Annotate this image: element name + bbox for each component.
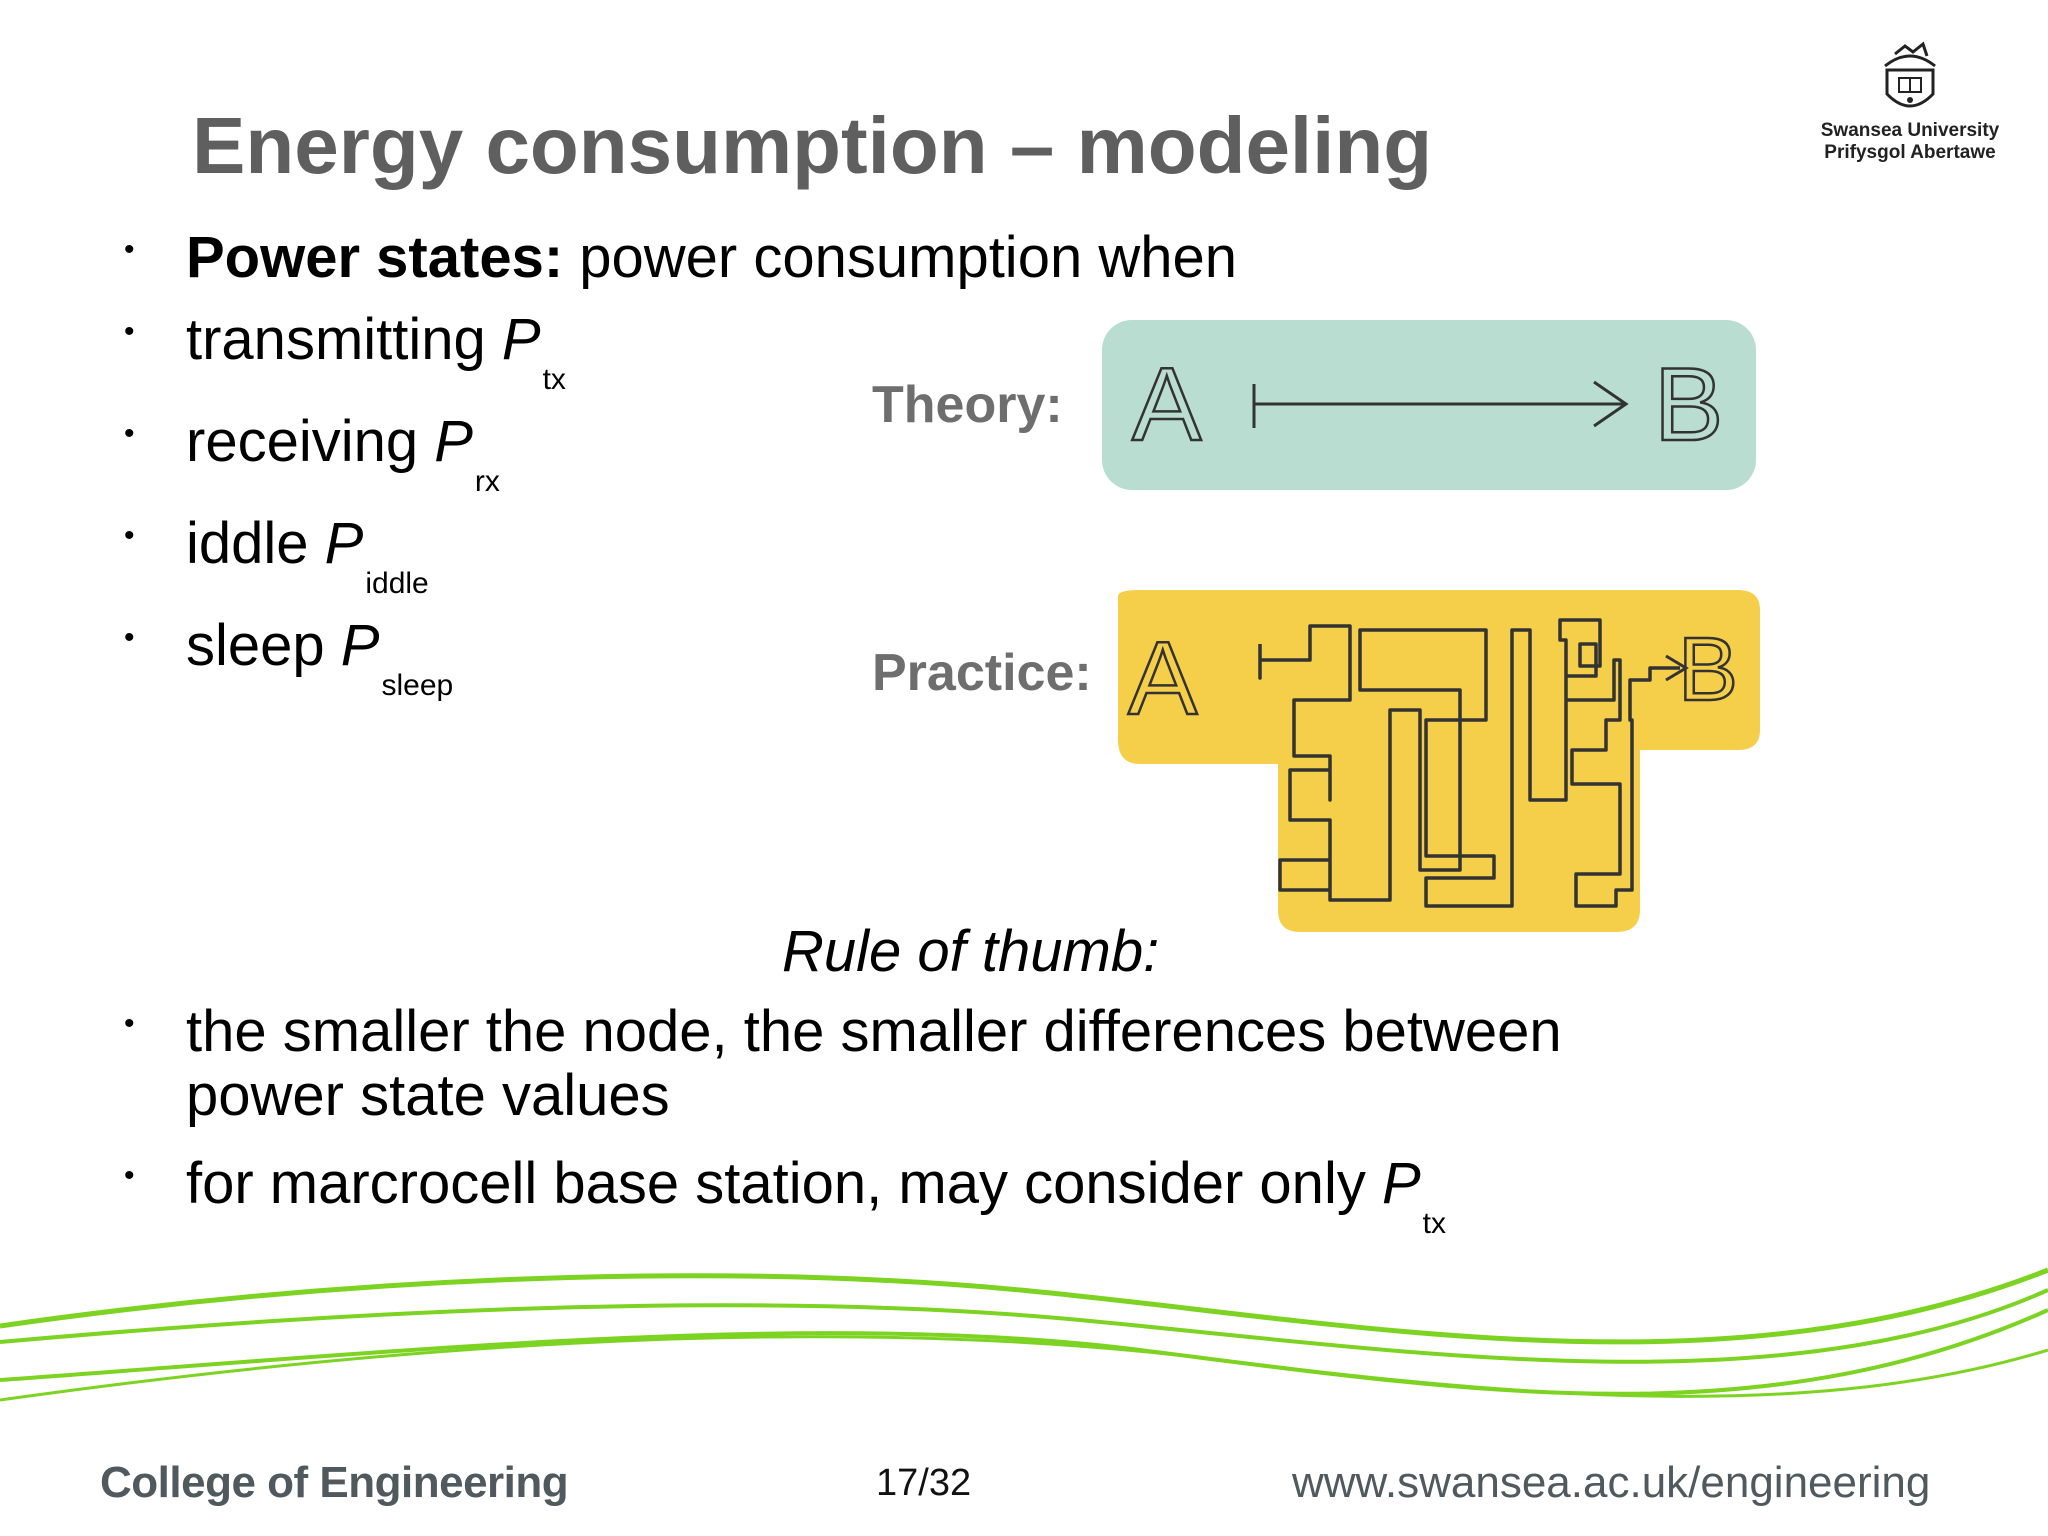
footer-url[interactable]: www.swansea.ac.uk/engineering [1292, 1458, 1931, 1507]
bullet-smaller-node: • the smaller the node, the smaller diff… [124, 999, 1562, 1128]
university-crest-icon [1884, 41, 1936, 108]
practice-point-b: B [1678, 620, 1738, 720]
practice-maze-path [1258, 618, 1680, 908]
power-states-label: Power states: [186, 225, 564, 290]
iddle-symbol: P [324, 511, 364, 576]
bullet-iddle: • iddle Piddle [124, 511, 429, 601]
university-logo: Swansea University Prifysgol Abertawe [1800, 36, 2020, 164]
bullet-dot: • [124, 519, 135, 552]
sleep-text: sleep [186, 613, 341, 678]
iddle-text: iddle [186, 511, 325, 576]
sleep-symbol: P [340, 613, 380, 678]
receiving-symbol: P [434, 409, 473, 474]
logo-line-2: Prifysgol Abertawe [1824, 142, 1996, 163]
bullet-dot: • [124, 1007, 135, 1040]
slide-title: Energy consumption – modeling [192, 101, 1433, 190]
footer-college: College of Engineering [100, 1458, 569, 1507]
bullet-power-states: • Power states: power consumption when [124, 225, 1237, 290]
practice-point-a: A [1128, 621, 1198, 737]
rule-of-thumb: Rule of thumb: [782, 919, 1160, 984]
page-number: 17/32 [876, 1462, 972, 1504]
power-states-text: power consumption when [563, 225, 1237, 290]
theory-label: Theory: [872, 376, 1063, 434]
practice-label: Practice: [872, 644, 1092, 702]
receiving-subscript: rx [474, 465, 500, 498]
bullet-transmitting: • transmitting Ptx [124, 307, 566, 397]
theory-point-a: A [1132, 347, 1202, 463]
smaller-node-line-2: power state values [186, 1063, 670, 1128]
bullet-dot: • [124, 621, 135, 654]
transmitting-subscript: tx [542, 363, 566, 396]
practice-background [1118, 590, 1760, 932]
bullet-dot: • [124, 233, 135, 266]
logo-line-1: Swansea University [1820, 120, 2000, 141]
bullet-dot: • [124, 1159, 135, 1192]
bullet-receiving: • receiving Prx [124, 409, 500, 499]
bullet-dot: • [124, 315, 135, 348]
macrocell-symbol: P [1381, 1151, 1421, 1216]
transmitting-symbol: P [501, 307, 541, 372]
bullet-macrocell: • for marcrocell base station, may consi… [124, 1151, 1446, 1241]
bullet-dot: • [124, 417, 135, 450]
theory-point-b: B [1654, 347, 1723, 463]
macrocell-text: for marcrocell base station, may conside… [186, 1151, 1382, 1216]
theory-arrow-head [1593, 380, 1629, 428]
smaller-node-line-1: the smaller the node, the smaller differ… [186, 999, 1562, 1064]
sleep-subscript: sleep [381, 669, 454, 702]
theory-practice-illustration: Theory: A B Practice: A B [872, 320, 1760, 932]
bullet-sleep: • sleep Psleep [124, 613, 453, 703]
footer-waves [0, 1267, 2048, 1402]
transmitting-text: transmitting [186, 307, 502, 372]
practice-arrow-head [1665, 654, 1689, 682]
iddle-subscript: iddle [365, 567, 429, 600]
macrocell-subscript: tx [1422, 1207, 1446, 1240]
receiving-text: receiving [186, 409, 435, 474]
